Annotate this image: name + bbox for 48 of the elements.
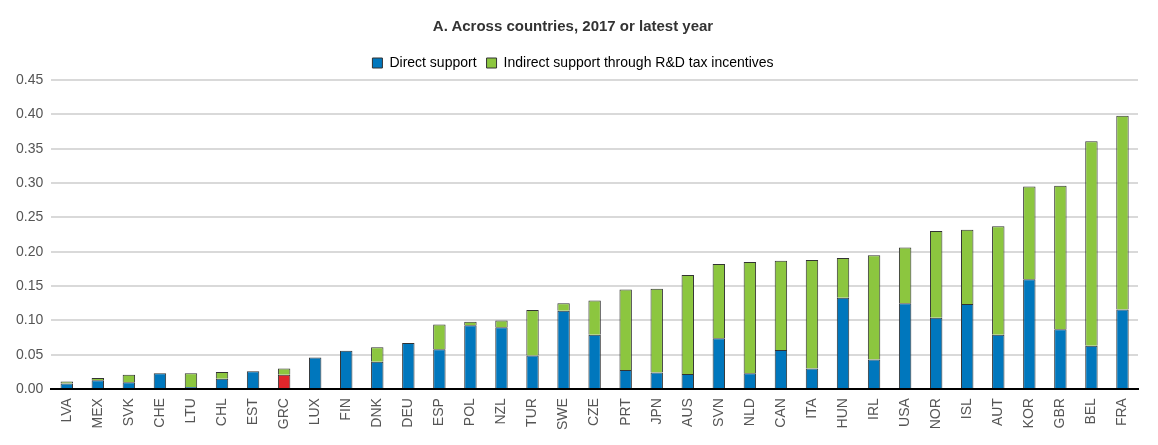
x-tick-label: USA	[895, 397, 912, 427]
x-tick-label: CHE	[150, 398, 167, 428]
y-tick-label: 0.20	[16, 242, 44, 259]
y-tick-label: 0.30	[16, 173, 44, 190]
x-tick-label: EST	[243, 397, 260, 426]
x-tick-label: NZL	[492, 397, 509, 425]
y-tick-label: 0.40	[16, 105, 44, 122]
x-tick-label: LVA	[57, 397, 74, 423]
y-tick-label: 0.45	[16, 70, 44, 87]
x-tick-label: LTU	[181, 398, 198, 424]
x-tick-label: CHL	[212, 397, 229, 427]
x-tick-label: DNK	[368, 397, 385, 428]
x-tick-label: MEX	[88, 397, 105, 429]
x-tick-label: CAN	[771, 398, 788, 428]
x-tick-label: PRT	[616, 397, 633, 426]
x-tick-label: AUT	[989, 397, 1006, 427]
x-tick-label: BEL	[1082, 397, 1099, 425]
x-tick-label: TUR	[523, 398, 540, 427]
x-tick-label: ISL	[958, 397, 975, 420]
x-tick-label: KOR	[1020, 398, 1037, 429]
x-tick-label: FRA	[1113, 397, 1130, 427]
x-tick-label: POL	[461, 397, 478, 427]
x-tick-label: CZE	[585, 398, 602, 427]
x-tick-label: DEU	[399, 398, 416, 428]
x-tick-label: JPN	[647, 398, 664, 425]
x-tick-label: HUN	[833, 398, 850, 429]
x-tick-label: SVK	[119, 397, 136, 427]
x-tick-label: AUS	[678, 398, 695, 427]
y-tick-label: 0.05	[16, 345, 44, 362]
x-tick-label: ESP	[430, 398, 447, 427]
x-tick-label: NOR	[927, 398, 944, 430]
x-tick-label: SWE	[554, 398, 571, 430]
legend-label: Direct support	[389, 53, 477, 70]
y-tick-label: 0.35	[16, 139, 44, 156]
y-tick-label: 0.15	[16, 276, 44, 293]
x-tick-label: GBR	[1051, 398, 1068, 429]
x-tick-label: LUX	[306, 397, 323, 426]
x-tick-label: NLD	[740, 398, 757, 427]
x-tick-label: SVN	[709, 398, 726, 427]
y-tick-label: 0.00	[16, 379, 44, 396]
x-tick-label: GRC	[274, 398, 291, 430]
x-tick-label: IRL	[864, 397, 881, 420]
y-tick-label: 0.25	[16, 208, 44, 225]
y-tick-label: 0.10	[16, 311, 44, 328]
x-tick-label: ITA	[802, 397, 819, 419]
legend-label: Indirect support through R&D tax incentives	[503, 53, 774, 70]
chart-title: A. Across countries, 2017 or latest year	[432, 17, 714, 35]
x-tick-label: FIN	[337, 398, 354, 421]
